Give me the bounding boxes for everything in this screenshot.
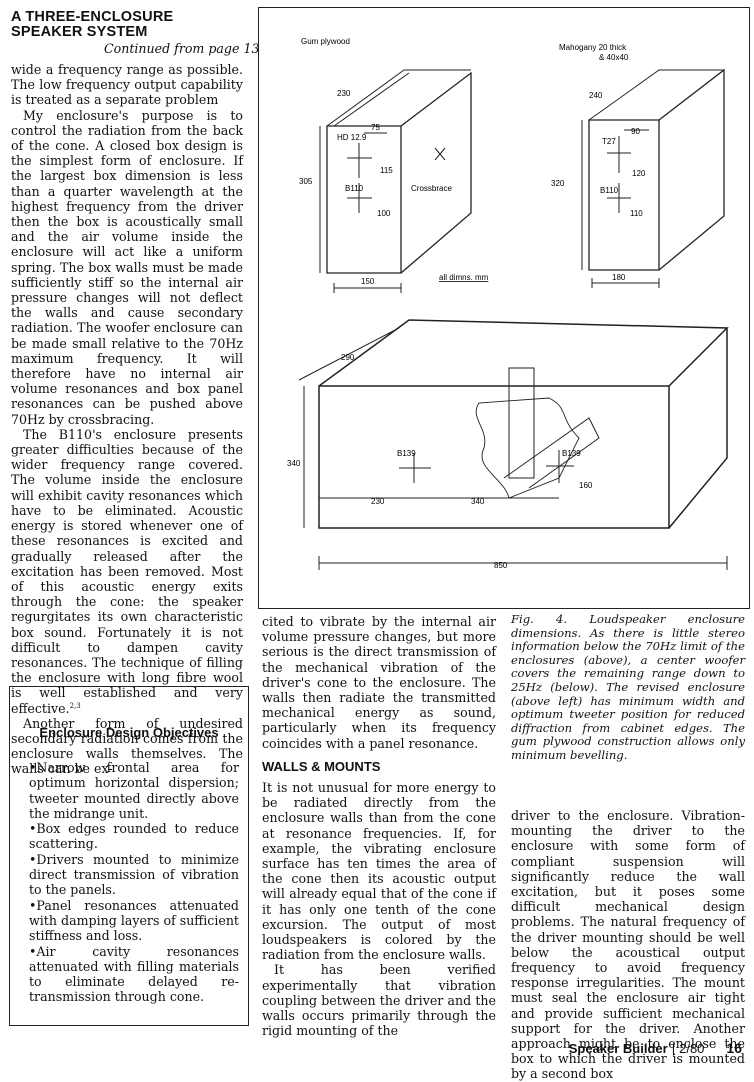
list-item: •Panel resonances attenuated with dampin… <box>29 897 239 944</box>
label-t27: T27 <box>602 137 616 146</box>
paragraph: The B110's enclosure presents greater di… <box>11 426 243 716</box>
page-number: 16 <box>726 1040 742 1056</box>
label-d115: 115 <box>380 166 393 175</box>
label-d240: 240 <box>589 91 603 100</box>
label-d75: 75 <box>371 123 380 132</box>
label-d90: 90 <box>631 127 640 136</box>
paragraph: It has been verified experimentally that… <box>262 962 496 1039</box>
label-d230: 230 <box>337 89 351 98</box>
label-b110-left: B110 <box>345 184 364 193</box>
label-d290: 290 <box>341 353 355 362</box>
label-mahogany-2: & 40x40 <box>599 53 629 62</box>
label-gum: Gum plywood <box>301 37 350 46</box>
column-1: wide a frequency range as possible. The … <box>11 62 243 777</box>
column-2: cited to vibrate by the internal air vol… <box>262 614 496 1038</box>
label-mahogany: Mahogany 20 thick <box>559 43 627 52</box>
label-b139-left: B139 <box>397 449 416 458</box>
label-b110-right: B110 <box>600 186 619 195</box>
label-dims: all dimns. mm <box>439 273 489 282</box>
column-3: driver to the enclosure. Vibration-mount… <box>511 808 745 1082</box>
paragraph: Another form of undesired secondary radi… <box>11 715 243 777</box>
label-d120: 120 <box>632 169 646 178</box>
list-item: •Narrow frontal area for optimum horizon… <box>29 760 239 821</box>
label-b139-right: B139 <box>562 449 581 458</box>
label-hd: HD 12.9 <box>337 133 367 142</box>
label-d320: 320 <box>551 179 565 188</box>
label-d100: 100 <box>377 209 391 218</box>
design-objectives-box: Enclosure Design Objectives •Narrow fron… <box>9 686 249 1026</box>
article-title: A THREE-ENCLOSURE SPEAKER SYSTEM <box>11 9 174 40</box>
continued-note: Continued from page 13 <box>104 41 260 56</box>
paragraph: My enclosure's purpose is to control the… <box>11 107 243 427</box>
list-item: •Drivers mounted to minimize direct tran… <box>29 851 239 898</box>
enclosure-drawing: Gum plywood Mahogany 20 thick & 40x40 23… <box>287 37 729 570</box>
issue: 2/80 <box>679 1041 705 1056</box>
paragraph: cited to vibrate by the internal air vol… <box>262 614 496 751</box>
label-crossbrace: Crossbrace <box>411 184 452 193</box>
label-d850: 850 <box>494 561 508 570</box>
sidebar-title: Enclosure Design Objectives <box>39 725 219 740</box>
label-d340-horizontal: 340 <box>471 497 485 506</box>
paragraph: It is not unusual for more energy to be … <box>262 780 496 963</box>
figure-4: Gum plywood Mahogany 20 thick & 40x40 23… <box>258 7 750 609</box>
list-item: •Box edges rounded to reduce scattering. <box>29 821 239 852</box>
magazine-name: Speaker Builder <box>568 1041 668 1056</box>
footnote-ref: 2,3 <box>69 701 81 710</box>
objectives-list: •Narrow frontal area for optimum horizon… <box>29 760 239 1005</box>
label-d110: 110 <box>630 209 643 218</box>
label-d340-vertical: 340 <box>287 459 301 468</box>
label-d180: 180 <box>612 273 626 282</box>
label-d305: 305 <box>299 177 313 186</box>
page-footer: Speaker Builder | 2/80 16 <box>568 1040 742 1056</box>
paragraph: wide a frequency range as possible. The … <box>11 62 243 108</box>
figure-caption: Fig. 4. Loudspeaker enclosure dimensions… <box>511 612 745 762</box>
label-d160: 160 <box>579 481 593 490</box>
label-d150: 150 <box>361 277 375 286</box>
section-heading: WALLS & MOUNTS <box>262 758 381 774</box>
paragraph: driver to the enclosure. Vibration-mount… <box>511 808 745 1082</box>
label-d230-bottom: 230 <box>371 497 385 506</box>
list-item: •Air cavity resonances attenuated with f… <box>29 943 239 1005</box>
